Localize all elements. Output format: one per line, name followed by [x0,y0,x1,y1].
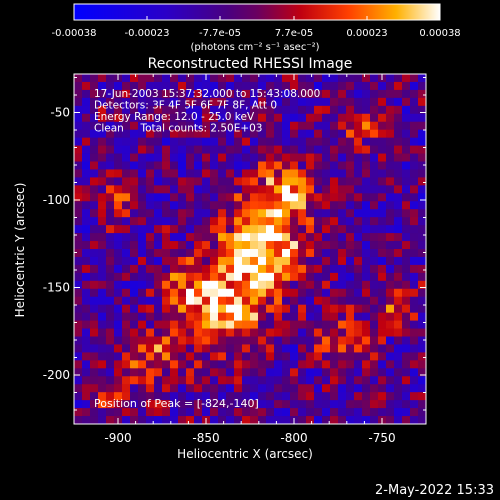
info-text-block: 17-Jun-2003 15:37:32.000 to 15:43:08.000… [94,88,320,135]
y-tick-label: -100 [43,193,70,207]
x-tick-label: -850 [192,431,219,445]
colorbar-tick-label: 7.7e-05 [275,28,313,39]
colorbar-tick-label: 0.00038 [419,28,460,39]
chart-title: Reconstructed RHESSI Image [148,56,353,72]
plot-area: -900 -850 -800 -750 -50 -100 -150 -200 17-Jun-2… [43,73,427,445]
x-axis-label: Heliocentric X (arcsec) [177,447,313,461]
colorbar-tick-label: 0.00023 [346,28,387,39]
heatmap-image [74,74,427,425]
x-tick-label: -800 [280,431,307,445]
plot-frame [73,73,427,425]
colorbar-unit-label: (photons cm⁻² s⁻¹ asec⁻²) [190,42,319,53]
colorbar-tick-label: -7.7e-05 [199,28,241,39]
info-line: Energy Range: 12.0 - 25.0 keV [94,111,255,123]
y-axis-label: Heliocentric Y (arcsec) [13,183,27,318]
info-line: Detectors: 3F 4F 5F 6F 7F 8F, Att 0 [94,100,277,112]
colorbar-ticks: -0.00038 -0.00023 -7.7e-05 7.7e-05 0.00023 0.… [52,16,461,39]
colorbar-gradient [73,3,441,21]
colorbar-tick-label: -0.00023 [125,28,170,39]
footer-date: 2-May-2022 15:33 [375,483,494,498]
axis-ticks: -900 -850 -800 -750 -50 -100 -150 -200 [43,74,426,445]
colorbar: -0.00038 -0.00023 -7.7e-05 7.7e-05 0.00023 0.… [52,3,461,53]
y-tick-label: -150 [43,281,70,295]
info-line: Clean Total counts: 2.50E+03 [94,123,263,135]
x-tick-label: -900 [104,431,131,445]
y-tick-label: -50 [50,106,70,120]
x-tick-label: -750 [368,431,395,445]
info-line: 17-Jun-2003 15:37:32.000 to 15:43:08.000 [94,88,320,100]
peak-label: Position of Peak = [-824,-140] [94,397,259,410]
y-tick-label: -200 [43,368,70,382]
colorbar-tick-label: -0.00038 [52,28,97,39]
